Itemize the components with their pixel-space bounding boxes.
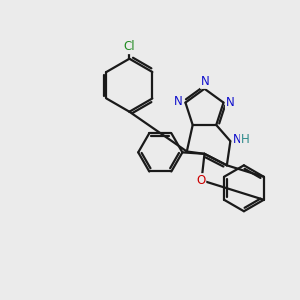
- Text: H: H: [241, 134, 250, 146]
- Text: Cl: Cl: [124, 40, 135, 53]
- Text: N: N: [226, 95, 234, 109]
- Text: N: N: [232, 134, 241, 146]
- Text: N: N: [174, 95, 183, 108]
- Text: O: O: [196, 174, 206, 187]
- Text: N: N: [201, 75, 209, 88]
